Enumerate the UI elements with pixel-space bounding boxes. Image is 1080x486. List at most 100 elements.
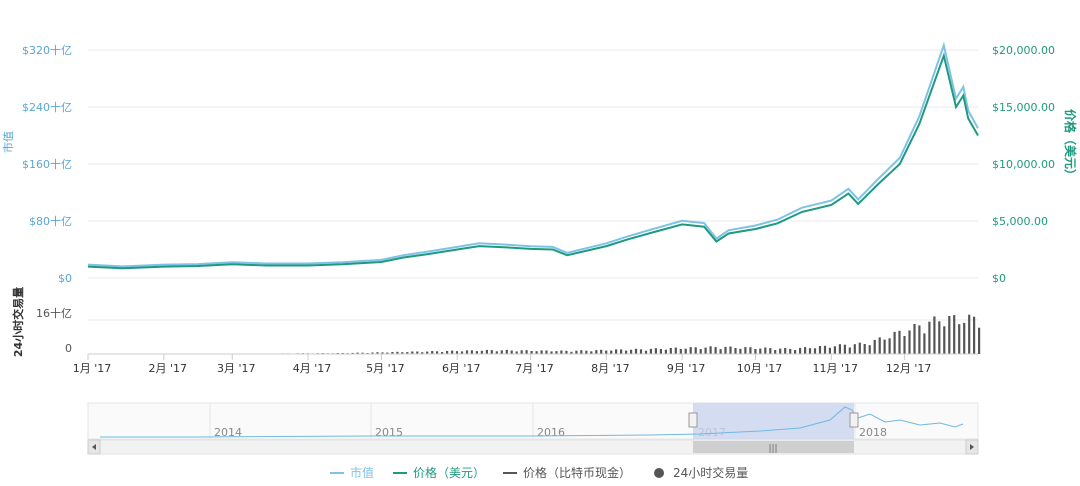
right-tick-label: $5,000.00 bbox=[992, 215, 1048, 228]
volume-bar bbox=[515, 351, 518, 354]
volume-bar bbox=[485, 349, 488, 354]
volume-bar bbox=[495, 351, 498, 354]
scroll-right-arrow-icon bbox=[970, 444, 974, 450]
volume-bar bbox=[863, 344, 866, 354]
right-tick-label: $0 bbox=[992, 272, 1006, 285]
volume-bar bbox=[789, 348, 792, 354]
volume-bar bbox=[356, 352, 359, 354]
left-axis-title: 市值 bbox=[1, 131, 15, 153]
legend-label: 价格（美元） bbox=[413, 465, 485, 480]
volume-bar bbox=[659, 349, 662, 354]
navigator-handle-left[interactable] bbox=[688, 412, 698, 428]
volume-bar bbox=[699, 349, 702, 354]
volume-bar bbox=[838, 344, 841, 354]
volume-bar bbox=[460, 351, 464, 354]
navigator[interactable]: 20142015201620172018 ||| bbox=[87, 402, 979, 455]
chart-legend[interactable]: 市值 价格（美元） 价格（比特币现金） 24小时交易量 bbox=[330, 465, 748, 480]
legend-label: 24小时交易量 bbox=[673, 465, 748, 480]
volume-bar bbox=[898, 330, 901, 354]
volume-bar bbox=[570, 351, 573, 354]
volume-bar bbox=[550, 351, 553, 354]
volume-bar bbox=[634, 348, 638, 354]
volume-bar bbox=[669, 348, 672, 354]
volume-bar bbox=[978, 327, 981, 354]
volume-bar bbox=[525, 350, 528, 354]
volume-bar bbox=[371, 352, 374, 354]
volume-bar bbox=[918, 325, 921, 354]
volume-bar bbox=[451, 350, 454, 354]
volume-bar bbox=[639, 349, 643, 354]
volume-bar bbox=[779, 348, 782, 354]
volume-bar bbox=[555, 351, 558, 354]
volume-bar bbox=[858, 342, 861, 354]
legend-item[interactable]: 市值 bbox=[330, 465, 374, 480]
right-axis-ticks: $0 $5,000.00 $10,000.00 $15,000.00 $20,000.0… bbox=[992, 44, 1055, 285]
left-tick-label: $80十亿 bbox=[29, 214, 72, 228]
volume-bar bbox=[381, 352, 384, 354]
x-tick-label: 12月 '17 bbox=[886, 362, 932, 375]
volume-bar bbox=[475, 351, 478, 354]
volume-bar bbox=[545, 350, 548, 354]
price-usd-line bbox=[87, 52, 979, 270]
volume-bar bbox=[818, 346, 822, 354]
volume-bar bbox=[784, 348, 787, 354]
navigator-handle-right[interactable] bbox=[849, 412, 859, 428]
volume-bar bbox=[500, 350, 503, 354]
volume-bar bbox=[520, 350, 523, 354]
navigator-year-label: 2018 bbox=[859, 426, 887, 439]
legend-label: 市值 bbox=[350, 465, 374, 480]
volume-bar bbox=[411, 351, 414, 354]
x-tick-label: 6月 '17 bbox=[442, 362, 481, 375]
legend-item[interactable]: 24小时交易量 bbox=[654, 465, 748, 480]
volume-bar bbox=[689, 347, 692, 354]
volume-bar bbox=[540, 350, 543, 354]
volume-bar bbox=[888, 338, 891, 354]
volume-bar bbox=[714, 347, 717, 354]
legend-item[interactable]: 价格（比特币现金） bbox=[503, 465, 631, 480]
volume-bar bbox=[943, 326, 946, 354]
volume-bar bbox=[416, 351, 419, 354]
legend-dot-icon bbox=[654, 468, 664, 478]
right-axis-title: 价格（美元） bbox=[1063, 109, 1078, 181]
volume-bar bbox=[580, 350, 583, 354]
volume-bar bbox=[963, 322, 966, 354]
volume-bar bbox=[630, 349, 633, 354]
volume-bar bbox=[804, 347, 807, 354]
volume-bar bbox=[938, 321, 941, 354]
volume-bar bbox=[620, 349, 623, 354]
x-axis-ticks: 1月 '17 2月 '17 3月 '17 4月 '17 5月 '17 6月 '17 7月 '… bbox=[73, 354, 932, 375]
volume-bar bbox=[709, 346, 712, 354]
volume-bar bbox=[530, 351, 533, 354]
right-tick-label: $10,000.00 bbox=[992, 158, 1055, 171]
volume-bar bbox=[719, 349, 722, 354]
navigator-year-label: 2014 bbox=[214, 426, 242, 439]
left-tick-label: $160十亿 bbox=[22, 157, 72, 171]
scrollbar-grip: ||| bbox=[768, 444, 777, 454]
volume-bar bbox=[948, 316, 951, 354]
x-tick-label: 4月 '17 bbox=[293, 362, 332, 375]
volume-bar bbox=[654, 348, 657, 354]
x-tick-label: 1月 '17 bbox=[73, 362, 112, 375]
volume-bar bbox=[351, 352, 354, 354]
volume-bar bbox=[386, 352, 389, 354]
volume-bar bbox=[376, 352, 379, 354]
volume-bar bbox=[913, 323, 916, 354]
volume-bar bbox=[674, 347, 677, 354]
volume-bar bbox=[794, 350, 797, 354]
volume-tick-label: 16十亿 bbox=[36, 306, 72, 320]
volume-bar bbox=[903, 336, 906, 354]
x-tick-label: 2月 '17 bbox=[149, 362, 188, 375]
volume-bar bbox=[610, 350, 613, 354]
volume-bar bbox=[968, 314, 971, 354]
legend-item[interactable]: 价格（美元） bbox=[393, 465, 485, 480]
volume-bar bbox=[953, 315, 956, 354]
scrollbar-thumb[interactable] bbox=[693, 441, 854, 453]
volume-bar bbox=[764, 347, 767, 354]
volume-bar bbox=[878, 337, 881, 354]
volume-bar bbox=[704, 347, 707, 354]
volume-bar bbox=[933, 316, 936, 354]
volume-bar bbox=[535, 351, 538, 354]
x-tick-label: 7月 '17 bbox=[515, 362, 554, 375]
volume-bar bbox=[649, 348, 652, 354]
left-tick-label: $320十亿 bbox=[22, 43, 72, 57]
